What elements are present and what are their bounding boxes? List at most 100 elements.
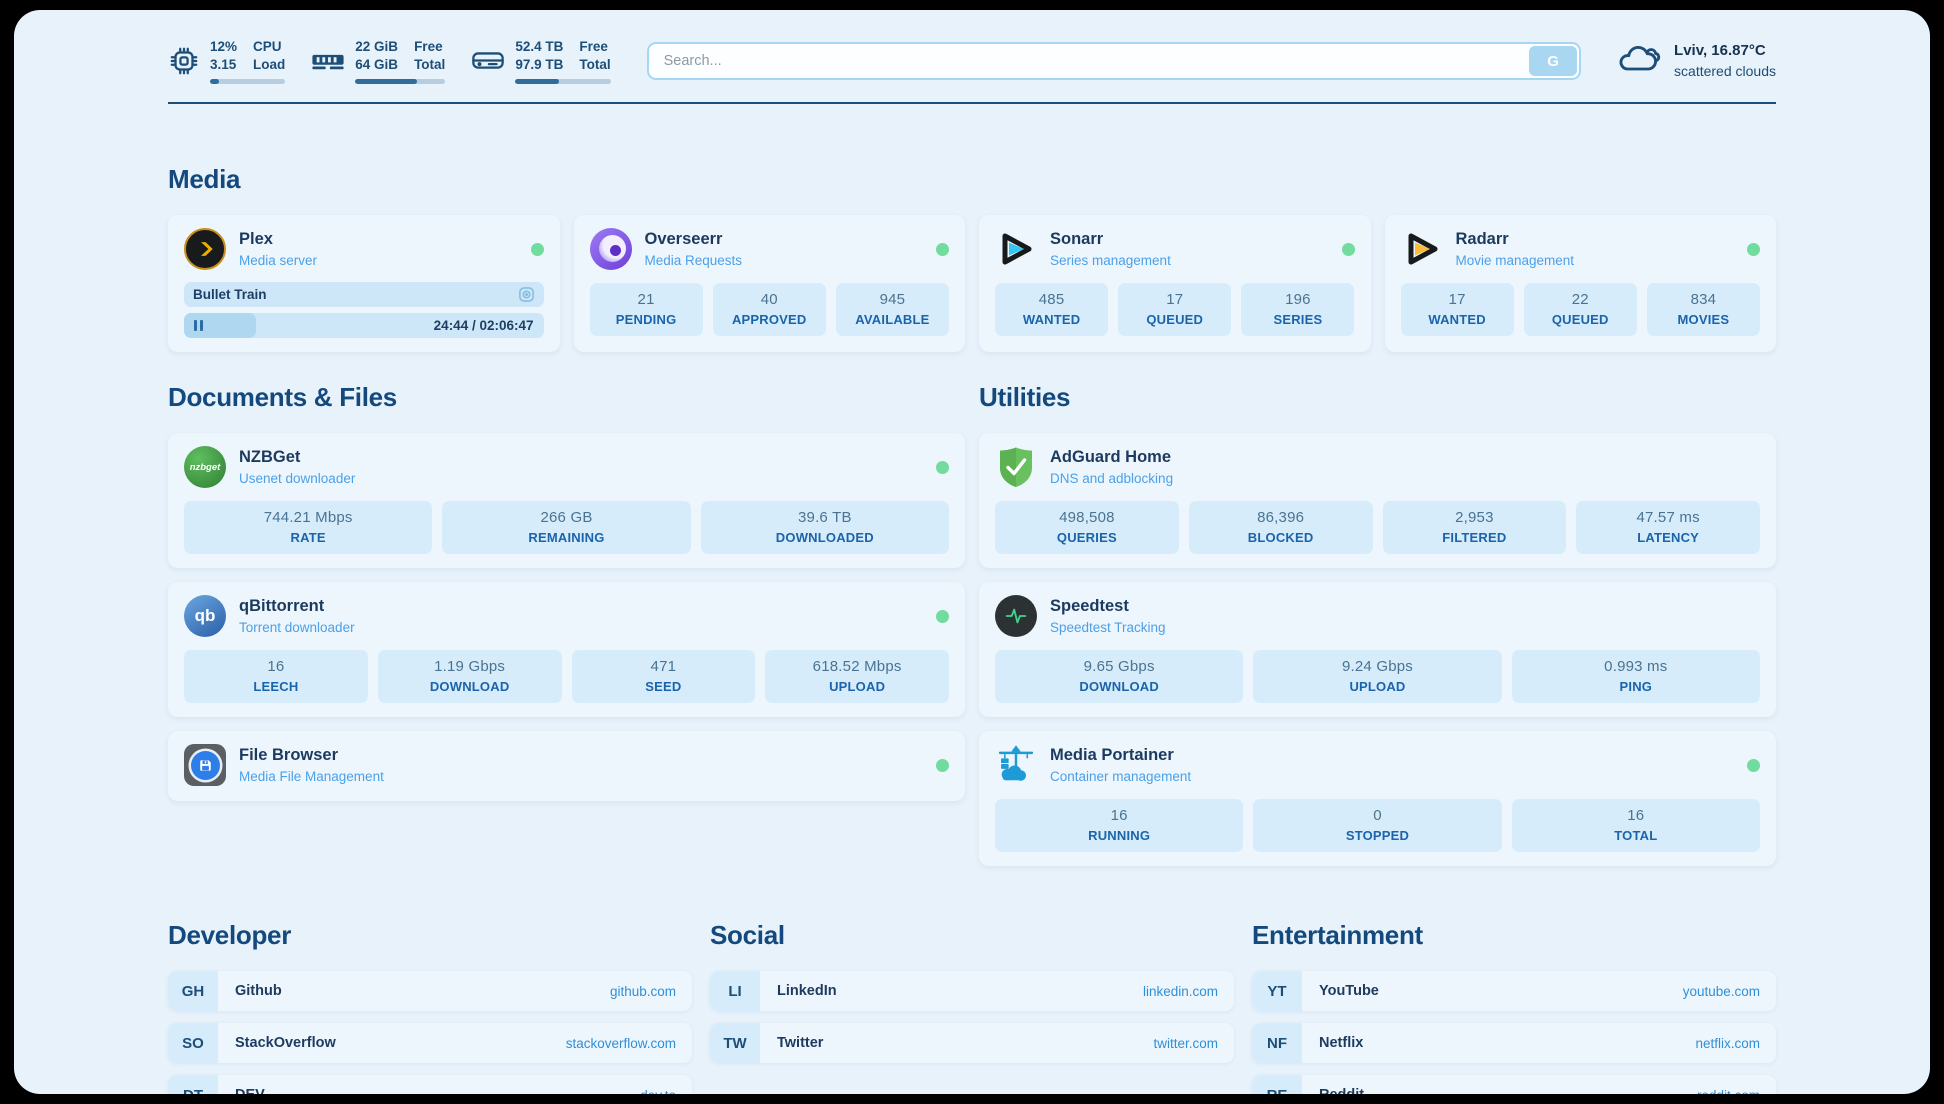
link-badge: SO	[168, 1023, 218, 1063]
service-card-nzbget[interactable]: nzbget NZBGet Usenet downloader 744.21 M…	[168, 433, 965, 568]
search-input[interactable]	[646, 42, 1582, 80]
link-badge: YT	[1252, 971, 1302, 1011]
disk-icon	[471, 48, 505, 74]
section-title-documents: Documents & Files	[168, 382, 397, 412]
stat-box: 39.6 TB DOWNLOADED	[700, 501, 949, 554]
status-online-dot	[1747, 242, 1760, 256]
disk-labels: Free Total	[579, 39, 611, 72]
stat-box: 47.57 ms LATENCY	[1576, 501, 1760, 554]
cloud-icon	[1617, 42, 1661, 79]
stat-box: 16 TOTAL	[1511, 799, 1760, 852]
stat-box: 22 QUEUED	[1523, 283, 1637, 336]
service-title: qBittorrent	[239, 597, 325, 616]
service-card-portainer[interactable]: Media Portainer Container management 16 R…	[979, 731, 1776, 866]
top-bar: 12% 3.15 CPU Load	[168, 36, 1776, 86]
service-subtitle: Torrent downloader	[239, 619, 355, 635]
weather-condition: scattered clouds	[1674, 62, 1776, 79]
stat-box: 498,508 QUERIES	[995, 501, 1179, 554]
service-title: AdGuard Home	[1050, 448, 1172, 467]
link-row-linkedin[interactable]: LI LinkedIn linkedin.com	[710, 971, 1234, 1011]
memory-values: 22 GiB 64 GiB	[355, 39, 399, 72]
service-subtitle: Speedtest Tracking	[1050, 619, 1166, 635]
service-card-qbittorrent[interactable]: qb qBittorrent Torrent downloader 16 LEEC…	[168, 582, 965, 717]
service-card-adguard[interactable]: AdGuard Home DNS and adblocking 498,508 Q…	[979, 433, 1776, 568]
disk-values: 52.4 TB 97.9 TB	[515, 39, 564, 72]
stat-box: 0 STOPPED	[1253, 799, 1502, 852]
stat-box: 485 WANTED	[995, 283, 1109, 336]
session-video-icon	[518, 286, 535, 303]
link-row-stackoverflow[interactable]: SO StackOverflow stackoverflow.com	[168, 1023, 692, 1063]
stat-box: 2,953 FILTERED	[1382, 501, 1567, 554]
link-row-reddit[interactable]: RE Reddit reddit.com	[1252, 1075, 1776, 1094]
service-title: File Browser	[239, 746, 339, 765]
now-playing-row: Bullet Train	[184, 282, 544, 307]
filebrowser-icon	[184, 744, 226, 786]
service-subtitle: Movie management	[1455, 252, 1575, 268]
weather-widget: Lviv, 16.87°C scattered clouds	[1617, 41, 1776, 80]
developer-column: Developer GH Github github.com SO StackO…	[168, 920, 692, 1094]
stat-box: 266 GB REMAINING	[442, 501, 691, 554]
link-row-youtube[interactable]: YT YouTube youtube.com	[1252, 971, 1776, 1011]
weather-location: Lviv, 16.87°C	[1674, 42, 1766, 60]
media-cards: Plex Media server Bullet Train 24:44 / 0…	[168, 215, 1776, 352]
stat-box: 471 SEED	[571, 650, 756, 703]
section-title-social: Social	[710, 920, 785, 950]
service-card-overseerr[interactable]: Overseerr Media Requests 21 PENDING 40 APP…	[573, 215, 965, 352]
service-card-speedtest[interactable]: Speedtest Speedtest Tracking 9.65 Gbps DO…	[979, 582, 1776, 717]
link-row-twitter[interactable]: TW Twitter twitter.com	[710, 1023, 1234, 1063]
link-badge: NF	[1252, 1023, 1302, 1063]
status-online-dot	[530, 242, 544, 256]
service-title: Media Portainer	[1050, 746, 1174, 765]
stat-box: 196 SERIES	[1241, 283, 1355, 336]
stat-box: 834 MOVIES	[1646, 283, 1760, 336]
service-card-radarr[interactable]: Radarr Movie management 17 WANTED 22 QUEUE…	[1384, 215, 1776, 352]
link-row-netflix[interactable]: NF Netflix netflix.com	[1252, 1023, 1776, 1063]
qbittorrent-icon: qb	[184, 595, 226, 637]
header-divider	[168, 102, 1776, 104]
memory-progress-bar	[355, 78, 446, 84]
status-online-dot	[936, 242, 949, 256]
system-widgets: 12% 3.15 CPU Load	[168, 38, 611, 84]
service-subtitle: Media File Management	[239, 768, 384, 784]
link-row-github[interactable]: GH Github github.com	[168, 971, 692, 1011]
section-title-media: Media	[168, 164, 241, 194]
nzbget-icon: nzbget	[184, 446, 226, 488]
service-card-filebrowser[interactable]: File Browser Media File Management	[168, 731, 965, 801]
memory-labels: Free Total	[414, 39, 446, 72]
utilities-column: Utilities AdGuard Home DNS and adblockin…	[979, 382, 1776, 866]
link-badge: TW	[710, 1023, 760, 1063]
stat-box: 86,396 BLOCKED	[1188, 501, 1373, 554]
dashboard-page: 12% 3.15 CPU Load	[14, 10, 1930, 1094]
portainer-icon	[995, 744, 1037, 786]
memory-widget: 22 GiB 64 GiB Free Total	[311, 38, 446, 84]
stat-box: 945 AVAILABLE	[835, 283, 949, 336]
overseerr-icon	[589, 228, 632, 270]
status-online-dot	[936, 609, 949, 623]
service-card-plex[interactable]: Plex Media server Bullet Train 24:44 / 0…	[168, 215, 560, 352]
playback-progress-bar: 24:44 / 02:06:47	[184, 313, 544, 338]
stat-box: 1.19 Gbps DOWNLOAD	[377, 650, 562, 703]
service-title: Radarr	[1455, 230, 1509, 249]
stat-box: 21 PENDING	[589, 283, 703, 336]
status-online-dot	[936, 758, 949, 772]
service-title: NZBGet	[239, 448, 301, 467]
status-online-dot	[1341, 242, 1355, 256]
search-engine-button[interactable]: G	[1529, 46, 1578, 76]
stat-box: 17 WANTED	[1400, 283, 1514, 336]
stat-box: 618.52 Mbps UPLOAD	[765, 650, 949, 703]
link-badge: LI	[710, 971, 760, 1011]
service-card-sonarr[interactable]: Sonarr Series management 485 WANTED 17 QUE…	[979, 215, 1371, 352]
section-title-developer: Developer	[168, 920, 292, 950]
stat-box: 744.21 Mbps RATE	[184, 501, 433, 554]
cpu-labels: CPU Load	[253, 39, 286, 72]
section-title-utilities: Utilities	[979, 382, 1071, 412]
service-title: Plex	[239, 230, 273, 249]
link-row-dev[interactable]: DT DEV dev.to	[168, 1075, 692, 1094]
ram-icon	[311, 50, 345, 72]
cpu-values: 12% 3.15	[210, 39, 238, 72]
link-badge: GH	[168, 971, 218, 1011]
search-bar: G	[646, 42, 1582, 80]
stat-box: 40 APPROVED	[712, 283, 826, 336]
stat-box: 9.65 Gbps DOWNLOAD	[995, 650, 1244, 703]
documents-column: Documents & Files nzbget NZBGet Usenet d…	[168, 382, 965, 801]
